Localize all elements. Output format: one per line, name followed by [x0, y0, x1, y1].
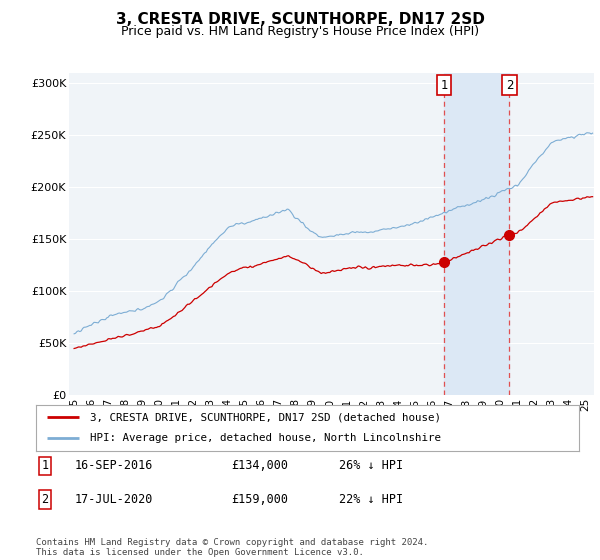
Text: 22% ↓ HPI: 22% ↓ HPI: [339, 493, 403, 506]
Text: 16-SEP-2016: 16-SEP-2016: [75, 459, 154, 473]
Text: 1: 1: [41, 459, 49, 473]
Text: 17-JUL-2020: 17-JUL-2020: [75, 493, 154, 506]
Bar: [444, 73, 509, 395]
Text: HPI: Average price, detached house, North Lincolnshire: HPI: Average price, detached house, Nort…: [91, 433, 442, 444]
Text: 2: 2: [506, 79, 513, 92]
Text: Price paid vs. HM Land Registry's House Price Index (HPI): Price paid vs. HM Land Registry's House …: [121, 25, 479, 38]
Text: 26% ↓ HPI: 26% ↓ HPI: [339, 459, 403, 473]
Text: 1: 1: [440, 79, 448, 92]
Text: £159,000: £159,000: [231, 493, 288, 506]
Text: 3, CRESTA DRIVE, SCUNTHORPE, DN17 2SD: 3, CRESTA DRIVE, SCUNTHORPE, DN17 2SD: [116, 12, 484, 27]
Text: 2: 2: [41, 493, 49, 506]
Text: Contains HM Land Registry data © Crown copyright and database right 2024.
This d: Contains HM Land Registry data © Crown c…: [36, 538, 428, 557]
Text: £134,000: £134,000: [231, 459, 288, 473]
Text: 3, CRESTA DRIVE, SCUNTHORPE, DN17 2SD (detached house): 3, CRESTA DRIVE, SCUNTHORPE, DN17 2SD (d…: [91, 412, 442, 422]
